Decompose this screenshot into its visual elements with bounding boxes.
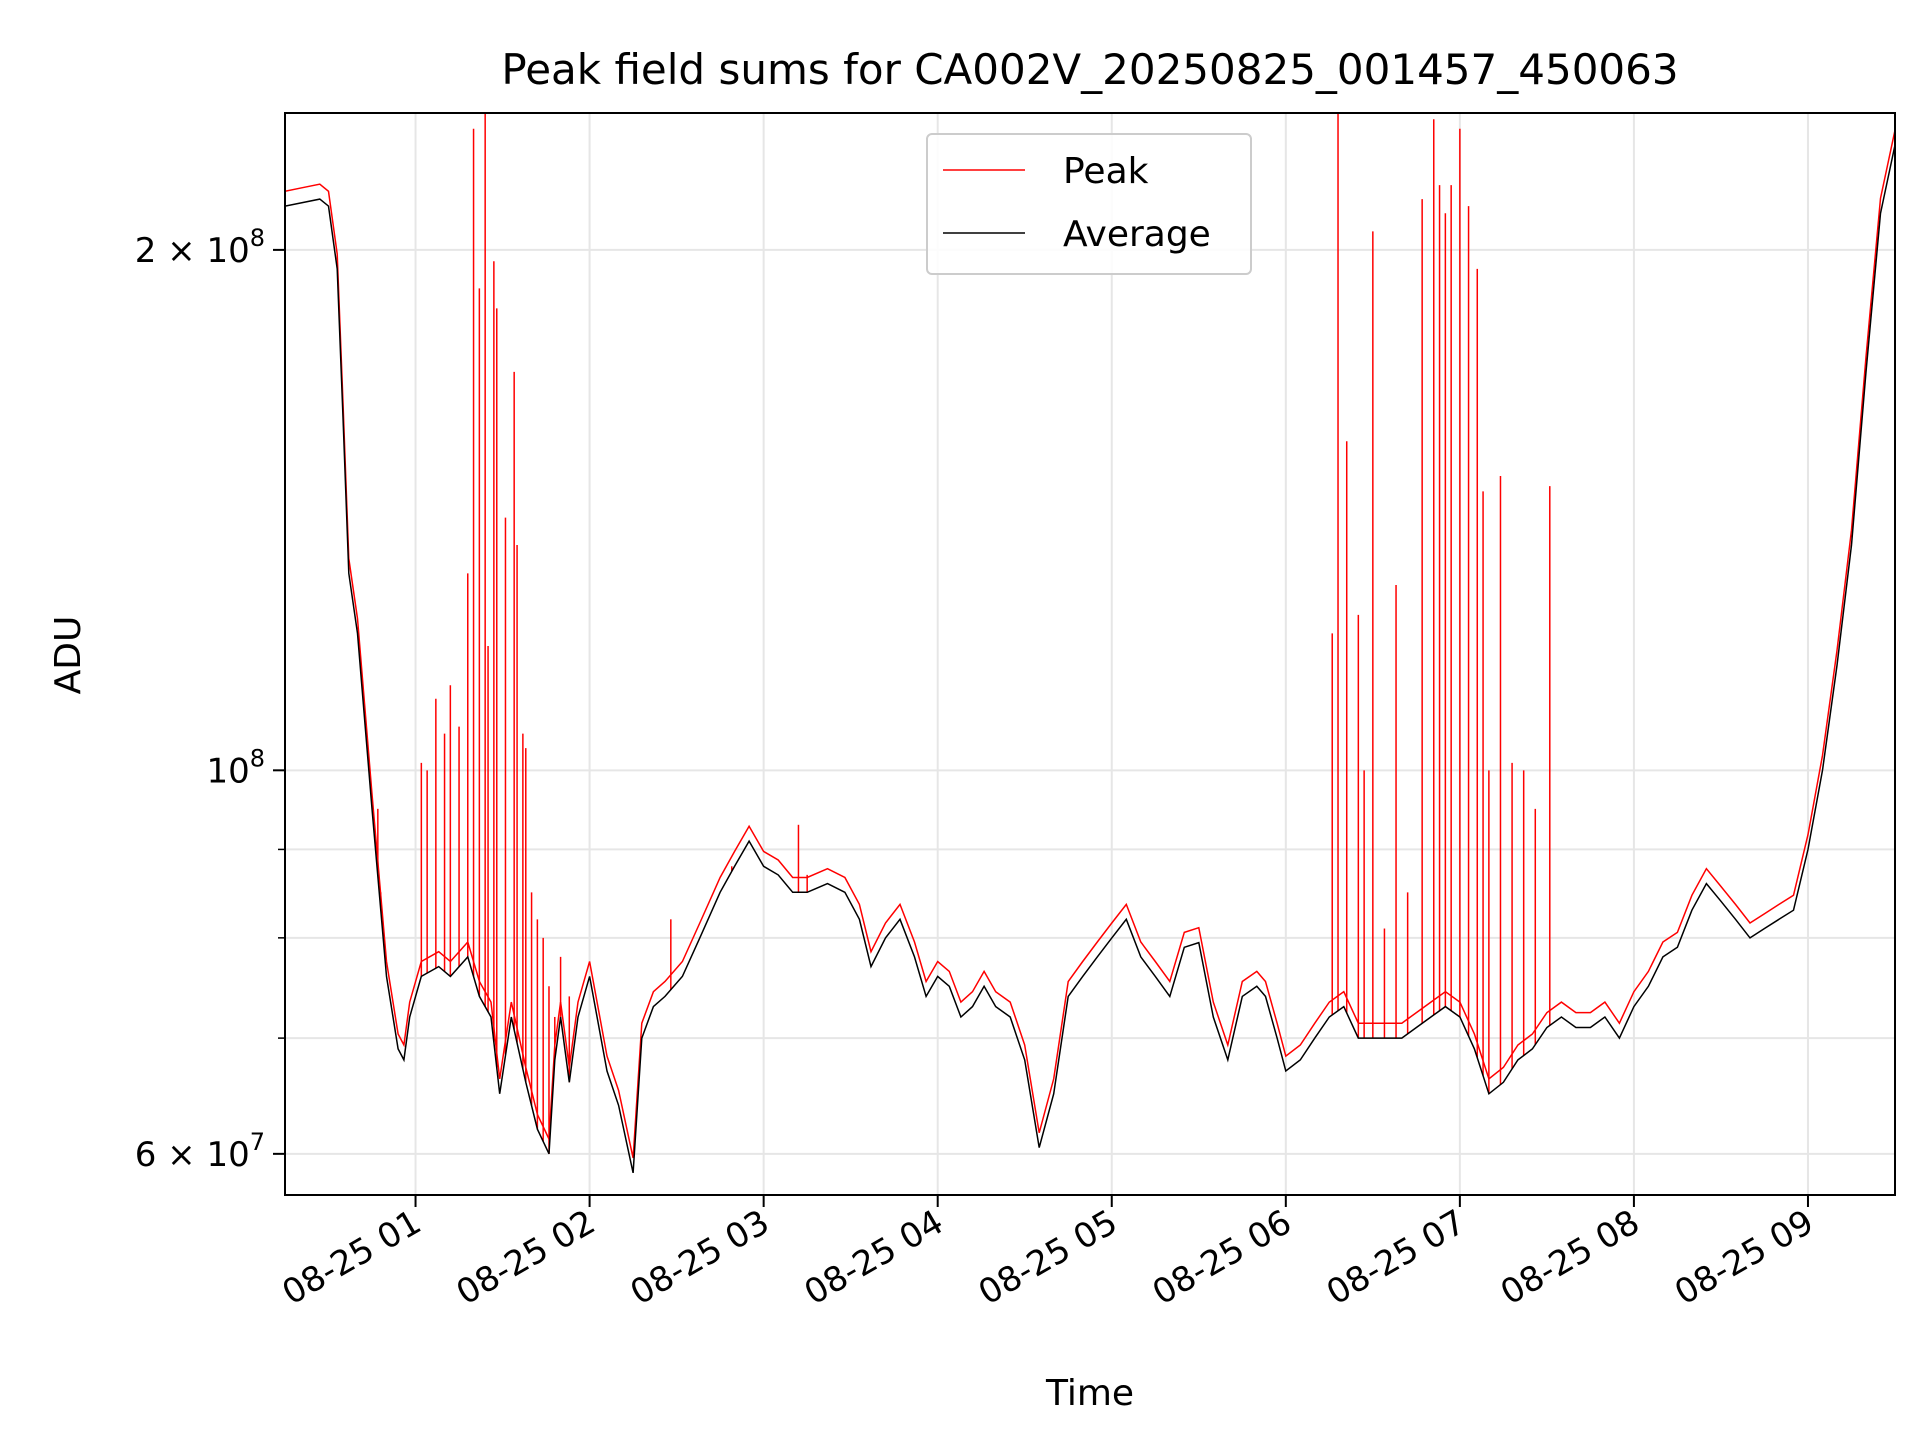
chart-title: Peak field sums for CA002V_20250825_0014… — [501, 45, 1678, 94]
y-axis: 6 × 107 108 2 × 108 — [135, 224, 285, 1175]
y-tick-label: 2 × 108 — [135, 224, 265, 271]
legend-average-label: Average — [1063, 214, 1211, 255]
x-tick-label: 08-25 05 — [972, 1202, 1124, 1313]
y-axis-label: ADU — [48, 616, 89, 695]
legend-box — [926, 133, 1252, 275]
plot-frame — [284, 112, 1896, 1196]
x-tick-label: 08-25 08 — [1494, 1202, 1646, 1313]
x-tick-label: 08-25 04 — [798, 1202, 950, 1313]
x-tick-label: 08-25 07 — [1320, 1202, 1472, 1313]
x-tick-label: 08-25 03 — [624, 1202, 776, 1313]
y-tick-label: 6 × 107 — [135, 1128, 265, 1175]
x-tick-label: 08-25 06 — [1146, 1202, 1298, 1313]
x-axis-label: Time — [1045, 1373, 1134, 1414]
plot-area — [285, 113, 1895, 1174]
grid — [285, 113, 1895, 1195]
x-tick-label: 08-25 02 — [450, 1202, 602, 1313]
peak-series-line — [285, 129, 1895, 1159]
legend: Peak Average — [926, 133, 1252, 275]
y-tick-label: 108 — [206, 744, 265, 791]
x-tick-label: 08-25 09 — [1668, 1202, 1820, 1313]
x-axis: 08-25 01 08-25 02 08-25 03 08-25 04 08-25 05… — [276, 1195, 1820, 1313]
x-tick-label: 08-25 01 — [276, 1202, 428, 1313]
average-series-line — [285, 144, 1895, 1174]
legend-peak-label: Peak — [1063, 151, 1149, 192]
